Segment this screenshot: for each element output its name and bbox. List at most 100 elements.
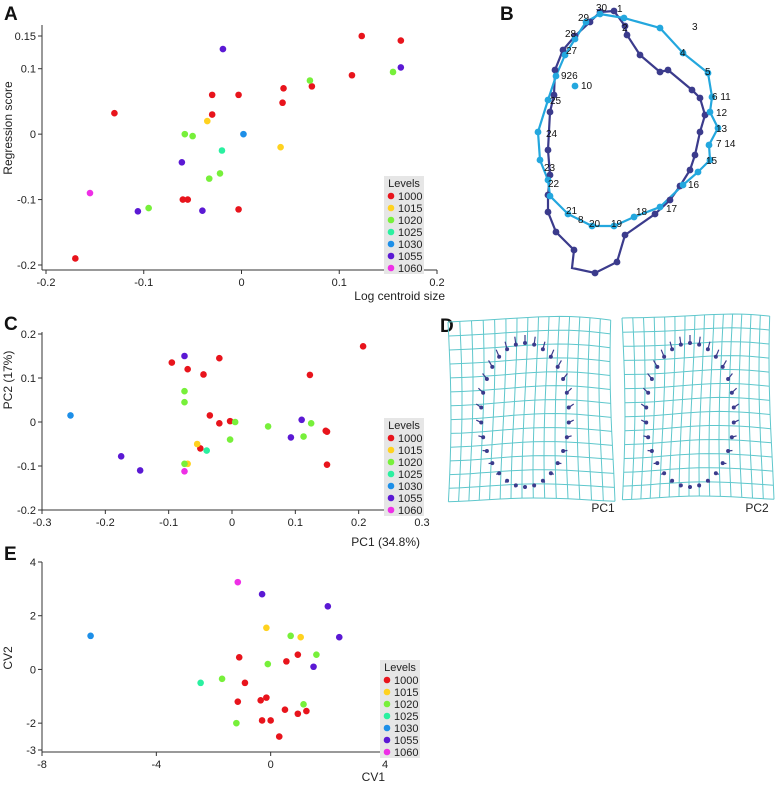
- data-point-1025: [203, 447, 210, 454]
- data-point-1000: [234, 698, 242, 705]
- legend-swatch-1030: [383, 724, 391, 732]
- landmark-label: 926: [561, 71, 578, 82]
- grid-line: [450, 412, 612, 421]
- data-point-1020: [216, 170, 224, 177]
- deformation-landmark: [484, 377, 489, 381]
- landmark-dark: [591, 269, 599, 277]
- landmark-label: 23: [544, 163, 556, 174]
- grid-line: [624, 438, 772, 446]
- landmark-label: 3: [692, 22, 698, 33]
- legend-swatch-1020: [387, 458, 395, 466]
- panel-label-b: B: [500, 4, 514, 25]
- x-axis-label-c: PC1 (34.8%): [351, 535, 420, 549]
- landmark-dark: [664, 66, 672, 74]
- grid-line: [621, 317, 626, 500]
- landmark-light: [610, 222, 618, 230]
- landmark-dark: [550, 91, 558, 99]
- data-point-1000: [283, 658, 290, 665]
- deformation-landmark: [644, 405, 649, 410]
- deformation-landmark: [561, 449, 566, 453]
- legend-swatch-1060: [387, 506, 395, 514]
- deformation-landmark: [646, 435, 651, 440]
- legend-label-1030: 1030: [394, 723, 418, 735]
- data-point-1000: [275, 733, 283, 740]
- deformation-grid-pc2: [621, 313, 775, 501]
- legend-swatch-1055: [383, 736, 391, 744]
- grid-line: [708, 314, 715, 497]
- deformation-landmark: [490, 461, 495, 466]
- deformation-landmark: [688, 485, 692, 489]
- data-point-1015: [263, 624, 270, 632]
- deformation-landmark: [726, 377, 731, 381]
- legend-title: Levels: [388, 420, 420, 432]
- deformation-landmark: [726, 449, 731, 453]
- legend-swatch-1055: [387, 252, 395, 260]
- data-point-1055: [178, 158, 186, 166]
- grid-line: [587, 317, 592, 501]
- data-point-1000: [258, 717, 266, 724]
- grid-line: [489, 319, 496, 500]
- landmark-dark: [621, 231, 629, 239]
- data-point-1020: [226, 436, 234, 443]
- x-tick-label-a: -0.1: [134, 277, 153, 289]
- landmark-light: [546, 192, 554, 200]
- legend-label-1000: 1000: [398, 433, 422, 445]
- data-point-1000: [323, 461, 331, 468]
- landmark-light: [620, 14, 628, 22]
- landmark-light: [544, 96, 552, 104]
- deformation-landmark: [678, 342, 683, 347]
- grid-line: [532, 316, 539, 499]
- deformation-landmark: [513, 483, 518, 488]
- grid-line: [565, 316, 571, 499]
- deformation-landmark: [540, 347, 545, 352]
- deformation-landmark: [561, 377, 566, 381]
- data-point-1020: [287, 632, 294, 640]
- grid-line: [698, 314, 705, 497]
- data-point-1020: [233, 719, 240, 727]
- landmark-dark: [551, 66, 559, 74]
- legend-swatch-1000: [387, 434, 395, 442]
- y-tick-label-e: 2: [30, 611, 36, 623]
- landmark-light: [596, 10, 604, 18]
- deformation-landmark: [564, 435, 569, 440]
- data-point-1000: [72, 255, 79, 262]
- landmark-dark: [651, 210, 659, 218]
- deformation-landmark: [548, 354, 553, 359]
- deformation-landmark: [688, 341, 692, 345]
- grid-line: [623, 481, 774, 487]
- data-point-1020: [264, 660, 272, 668]
- x-tick-label-c: -0.1: [159, 517, 178, 529]
- grid-line: [458, 321, 463, 502]
- y-tick-label-e: -3: [26, 745, 36, 757]
- y-tick-label-e: 0: [30, 664, 36, 676]
- grid-line: [450, 455, 614, 462]
- data-point-1000: [267, 717, 274, 724]
- grid-line: [622, 327, 770, 333]
- data-point-1030: [87, 632, 94, 640]
- grid-line: [621, 313, 770, 319]
- landmark-dark: [544, 146, 552, 154]
- data-point-1000: [216, 420, 223, 427]
- deformation-landmark: [505, 347, 510, 352]
- landmark-light: [571, 35, 579, 43]
- landmark-light: [679, 181, 687, 189]
- landmark-light: [656, 24, 664, 32]
- y-axis-label-a: Regression score: [1, 81, 15, 175]
- landmark-light: [706, 156, 714, 164]
- grid-line: [758, 315, 764, 499]
- data-point-1000: [303, 707, 310, 715]
- x-tick-label-e: -4: [151, 759, 161, 771]
- y-tick-label-c: 0: [30, 417, 36, 429]
- landmark-light: [571, 82, 579, 90]
- data-point-1025: [218, 147, 226, 154]
- scatter-chart-c: -0.3 -0.2 -0.1 0 0.1 0.2 0.3 0.20.10-0.1-0.2 P…: [1, 329, 430, 549]
- data-point-1015: [297, 633, 304, 641]
- grid-line: [448, 329, 611, 337]
- deformation-grids-d: PC1 PC2: [447, 313, 775, 515]
- deformation-landmark: [566, 405, 571, 410]
- x-tick-label-c: 0: [229, 517, 235, 529]
- data-point-1055: [136, 467, 144, 474]
- panel-label-a: A: [4, 4, 18, 25]
